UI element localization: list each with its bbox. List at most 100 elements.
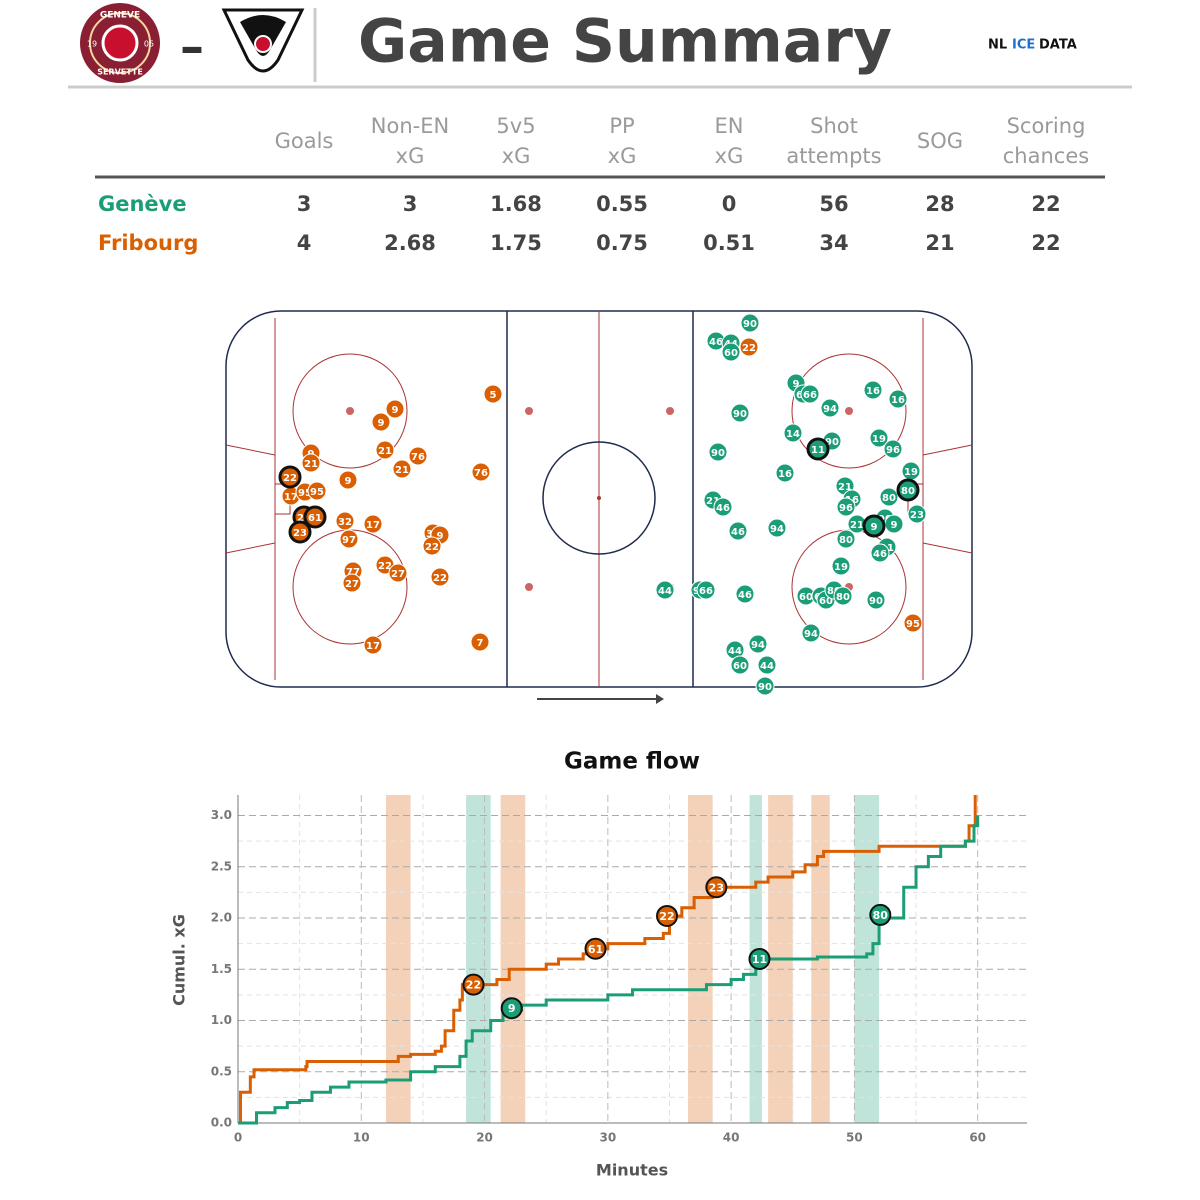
cell: 0.51 bbox=[703, 231, 755, 255]
shot-label: 9 bbox=[378, 418, 385, 429]
column-header: xG bbox=[396, 144, 425, 168]
shot bbox=[730, 655, 750, 675]
x-tick-label: 50 bbox=[846, 1131, 863, 1145]
power-play bbox=[385, 795, 411, 1123]
shot-label: 22 bbox=[283, 473, 297, 484]
shot-label: 11 bbox=[811, 445, 825, 456]
column-header: xG bbox=[502, 144, 531, 168]
shot-label: 9 bbox=[437, 531, 444, 542]
column-header: SOG bbox=[917, 129, 963, 153]
shot-label: 76 bbox=[474, 468, 488, 479]
home-logo: GENEVE SERVETTE 19 05 bbox=[80, 3, 160, 83]
shot-label: 94 bbox=[823, 404, 837, 415]
shot-label: 80 bbox=[882, 493, 896, 504]
logo-text: GENEVE bbox=[100, 11, 140, 21]
shot-label: 17 bbox=[366, 641, 380, 652]
shot bbox=[903, 613, 923, 633]
shot bbox=[728, 521, 748, 541]
brand: NL ICE DATA bbox=[988, 38, 1077, 53]
shot bbox=[363, 514, 383, 534]
shot-label: 80 bbox=[836, 592, 850, 603]
shot bbox=[422, 536, 442, 556]
shot bbox=[307, 481, 327, 501]
shot-label: 22 bbox=[433, 573, 447, 584]
cell: 1.75 bbox=[490, 231, 542, 255]
cell: 2.68 bbox=[384, 231, 436, 255]
shot-label: 96 bbox=[886, 445, 900, 456]
shot bbox=[907, 504, 927, 524]
rink bbox=[225, 310, 973, 704]
cell: 22 bbox=[1031, 231, 1060, 255]
shot bbox=[883, 439, 903, 459]
power-play bbox=[687, 795, 713, 1123]
shot-label: 60 bbox=[799, 592, 813, 603]
shot-label: 9 bbox=[871, 522, 878, 533]
shot-label: 61 bbox=[308, 513, 322, 524]
shot-label: 95 bbox=[298, 488, 312, 499]
shot bbox=[863, 380, 883, 400]
goal-marker bbox=[869, 903, 892, 926]
shot-label: 90 bbox=[878, 514, 892, 525]
shot-label: 9 bbox=[793, 379, 800, 390]
shot-label: 19 bbox=[872, 434, 886, 445]
cell: 34 bbox=[819, 231, 848, 255]
shot bbox=[388, 563, 408, 583]
column-header: xG bbox=[608, 144, 637, 168]
shot-label: 60 bbox=[724, 348, 738, 359]
goal-marker bbox=[584, 937, 607, 960]
column-header: Goals bbox=[275, 129, 334, 153]
shot-label: 94 bbox=[770, 524, 784, 535]
chart-title: Game flow bbox=[564, 749, 700, 775]
column-header: 5v5 bbox=[496, 114, 535, 138]
shot bbox=[767, 518, 787, 538]
column-header: Scoring bbox=[1007, 114, 1086, 138]
goal-marker bbox=[500, 997, 523, 1020]
cell: 22 bbox=[1031, 192, 1060, 216]
y-tick-label: 3.0 bbox=[211, 808, 232, 822]
y-tick-label: 0.5 bbox=[211, 1064, 232, 1078]
shot-label: 94 bbox=[804, 629, 818, 640]
shot bbox=[408, 446, 428, 466]
goal-label: 9 bbox=[508, 1002, 516, 1015]
shot bbox=[740, 313, 760, 333]
goal-label: 22 bbox=[659, 910, 674, 923]
x-tick-label: 20 bbox=[476, 1131, 493, 1145]
shot-label: 44 bbox=[760, 661, 774, 672]
power-play bbox=[811, 795, 830, 1123]
shot bbox=[371, 412, 391, 432]
shot bbox=[833, 586, 853, 606]
shot bbox=[757, 655, 777, 675]
column-header: EN bbox=[715, 114, 744, 138]
cell: 1.68 bbox=[490, 192, 542, 216]
goal-shot bbox=[278, 465, 302, 489]
column-header: attempts bbox=[786, 144, 881, 168]
shot bbox=[375, 440, 395, 460]
cell: 3 bbox=[403, 192, 418, 216]
shot bbox=[836, 529, 856, 549]
cell: 3 bbox=[297, 192, 312, 216]
shot bbox=[483, 384, 503, 404]
column-header: PP bbox=[609, 114, 634, 138]
logo-text: 05 bbox=[144, 40, 154, 49]
y-tick-label: 1.5 bbox=[211, 962, 232, 976]
goal-shot bbox=[288, 520, 312, 544]
column-header: Non-EN bbox=[371, 114, 449, 138]
shot bbox=[820, 398, 840, 418]
shot-label: 21 bbox=[304, 459, 318, 470]
shot-label: 22 bbox=[742, 343, 756, 354]
y-axis-label: Cumul. xG bbox=[170, 914, 189, 1006]
shot-label: 14 bbox=[786, 429, 800, 440]
logo-text: 19 bbox=[87, 40, 97, 49]
power-play bbox=[466, 795, 491, 1123]
shot-label: 17 bbox=[366, 520, 380, 531]
shot-label: 21 bbox=[378, 446, 392, 457]
away-logo bbox=[221, 8, 305, 73]
goal-shot bbox=[303, 505, 327, 529]
shot-label: 17 bbox=[284, 492, 298, 503]
y-tick-label: 1.0 bbox=[211, 1013, 232, 1027]
power-play bbox=[500, 795, 526, 1123]
xg-line bbox=[238, 815, 980, 1125]
shot-label: 19 bbox=[834, 562, 848, 573]
shot-label: 90 bbox=[711, 448, 725, 459]
